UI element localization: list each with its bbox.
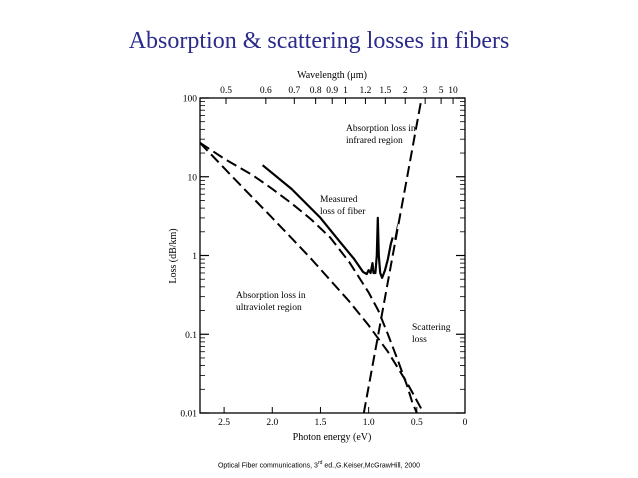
- y-tick-label: 1: [192, 252, 197, 262]
- annotation-scattering: Scattering loss: [412, 323, 453, 345]
- x2-tick-label: 3: [423, 86, 428, 96]
- x2-tick-label: 0.5: [220, 86, 232, 96]
- y-tick-label: 100: [183, 95, 198, 105]
- annotation-measured: Measured loss of fiber: [320, 195, 366, 217]
- x2-tick-label: 1.2: [359, 86, 371, 96]
- source-caption: Optical Fiber communications, 3rd ed.,G.…: [0, 460, 638, 469]
- annotation-ir-line1: Absorption loss in: [346, 124, 416, 134]
- caption-sup: rd: [317, 460, 323, 466]
- x-tick-label: 2.0: [266, 418, 278, 428]
- annotation-ir-line2: infrared region: [346, 135, 403, 146]
- series-measured-line: [261, 164, 394, 279]
- x-tick-label: 1.5: [315, 418, 327, 428]
- x-axis-label: Photon energy (eV): [293, 432, 372, 443]
- x2-tick-label: 0.8: [310, 86, 322, 96]
- caption-post: ed.,G.Keiser,McGrawHill, 2000: [322, 462, 421, 470]
- y-tick-label: 0.1: [185, 331, 197, 341]
- series-group: [199, 97, 425, 414]
- x2-tick-label: 0.7: [288, 86, 300, 96]
- x2-tick-label: 5: [439, 86, 444, 96]
- x2-tick-label: 10: [448, 86, 458, 96]
- series-uv-line: [199, 142, 425, 414]
- annotation-uv-line1: Absorption loss in: [236, 291, 306, 301]
- y-axis-label: Loss (dB/km): [168, 228, 179, 283]
- x2-tick-label: 0.6: [260, 86, 272, 96]
- x-tick-label: 0: [463, 418, 468, 428]
- annotation-uv-line2: ultraviolet region: [236, 303, 302, 313]
- x-tick-label: 0.5: [411, 418, 423, 428]
- axis-ticks: 2.5 2.0 1.5 1.0 0.5 0 0.5 0.6 0.7 0.8 0.9 1 1.2 1.5 2 3…: [180, 86, 467, 428]
- x2-tick-label: 0.9: [326, 86, 338, 96]
- x2-tick-label: 1.5: [379, 86, 391, 96]
- annotation-scattering-line2: loss: [412, 335, 427, 345]
- annotation-measured-line2: loss of fiber: [320, 206, 366, 217]
- annotation-measured-line1: Measured: [320, 195, 358, 205]
- x-tick-label: 2.5: [218, 418, 230, 428]
- slide-title: Absorption & scattering losses in fibers: [128, 28, 510, 54]
- annotation-uv: Absorption loss in ultraviolet region: [236, 291, 308, 313]
- caption-pre: Optical Fiber communications, 3: [217, 462, 318, 470]
- x2-tick-label: 1: [343, 86, 348, 96]
- x2-tick-label: 2: [403, 86, 408, 96]
- series-ir-line: [362, 97, 423, 414]
- annotation-leaders: [360, 224, 398, 274]
- y-tick-label: 0.01: [180, 410, 197, 420]
- leader-uv: [360, 267, 365, 274]
- series-scattering-line: [199, 141, 418, 414]
- x-tick-label: 1.0: [363, 418, 375, 428]
- y-tick-label: 10: [188, 173, 198, 183]
- x2-axis-label: Wavelength (μm): [297, 70, 367, 81]
- annotation-scattering-line1: Scattering: [412, 323, 451, 333]
- plot-frame: [199, 97, 466, 414]
- leader-ir: [394, 224, 398, 240]
- annotation-ir: Absorption loss in infrared region: [346, 124, 418, 146]
